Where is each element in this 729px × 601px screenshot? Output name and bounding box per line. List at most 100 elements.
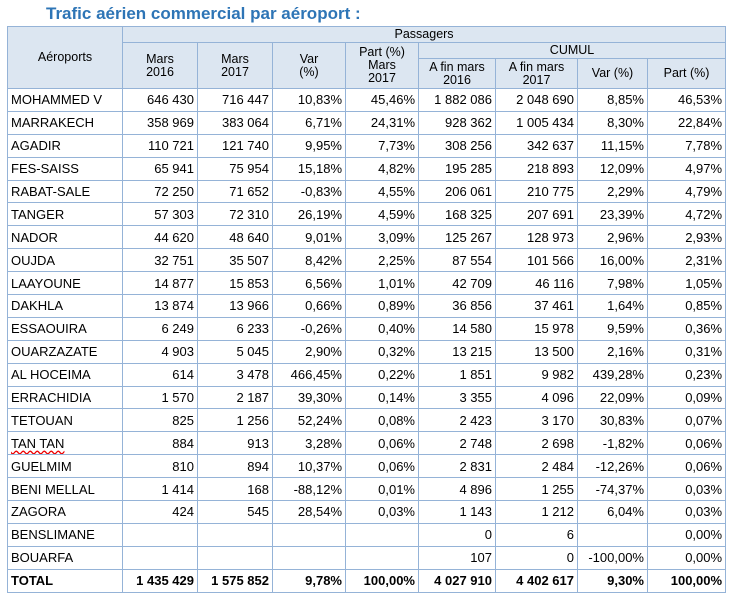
table-cell: 8,85% [577,88,648,112]
table-row: GUELMIM 810 894 10,37% 0,06% 2 831 2 484 -12,26… [7,454,727,479]
table-cell: 14 877 [122,271,198,296]
table-row: RABAT-SALE 72 250 71 652 -0,83% 4,55% 206 061… [7,179,727,204]
table-cell: 3,09% [345,225,419,250]
airport-name: FES-SAISS [7,156,123,181]
table-cell: 466,45% [272,362,346,387]
table-cell: -100,00% [577,545,648,570]
table-cell: 72 250 [122,179,198,204]
table-cell [122,545,198,570]
table-cell: 46 116 [495,271,578,296]
table-cell: 71 652 [197,179,273,204]
table-cell: 16,00% [577,248,648,273]
table-cell: 716 447 [197,88,273,112]
airport-name: BENI MELLAL [7,477,123,502]
table-cell: 2,93% [646,225,727,250]
table-cell: 0,85% [646,294,727,318]
table-cell: 36 856 [418,294,496,318]
table-cell: 4 402 617 [495,568,578,593]
table-cell: 2 048 690 [495,88,578,112]
table-cell: 210 775 [495,179,578,204]
table-cell: 439,28% [577,362,648,387]
table-cell: 2 698 [495,431,578,456]
table-cell: 37 461 [495,294,578,318]
table-cell: 168 [197,477,273,502]
table-cell: 52,24% [272,408,346,433]
airport-name: TANGER [7,202,123,227]
table-cell: 9,01% [272,225,346,250]
airport-name: BENSLIMANE [7,522,123,547]
table-cell: 1 143 [418,500,496,524]
table-cell: 1 212 [495,500,578,524]
table-cell: 0,32% [345,339,419,364]
table-cell: 42 709 [418,271,496,296]
table-row: AL HOCEIMA 614 3 478 466,45% 0,22% 1 851 9 982… [7,362,727,387]
table-cell: 7,78% [646,133,727,158]
table-cell [345,545,419,570]
table-cell: 100,00% [646,568,727,593]
table-cell: 0,06% [646,454,727,479]
traffic-table: Aéroports Passagers Mars 2016 Mars 2017 … [7,26,727,593]
table-cell: 0,66% [272,294,346,318]
airport-name: AL HOCEIMA [7,362,123,387]
table-cell: 22,84% [646,110,727,135]
table-cell: 0,01% [345,477,419,502]
table-cell: 1 435 429 [122,568,198,593]
table-cell: 30,83% [577,408,648,433]
table-cell [122,522,198,547]
airport-name: BOUARFA [7,545,123,570]
table-row: BENI MELLAL 1 414 168 -88,12% 0,01% 4 896 1 25… [7,477,727,502]
table-cell: 6,71% [272,110,346,135]
table-cell: 1 414 [122,477,198,502]
header-cell: Aéroports [7,26,123,89]
table-cell: 7,98% [577,271,648,296]
airport-name: TAN TAN [7,431,123,456]
table-cell: 13 966 [197,294,273,318]
table-cell: 3 355 [418,385,496,410]
table-cell: 72 310 [197,202,273,227]
table-body: MOHAMMED V 646 430 716 447 10,83% 45,46% 1 88… [7,88,727,593]
table-cell: 2,29% [577,179,648,204]
header-cell: Part (%) [646,58,727,89]
table-cell: 75 954 [197,156,273,181]
table-row: TOTAL 1 435 429 1 575 852 9,78% 100,00% 4 027… [7,568,727,593]
table-cell: 342 637 [495,133,578,158]
table-cell: 22,09% [577,385,648,410]
table-cell: 7,73% [345,133,419,158]
table-cell [345,522,419,547]
header-row: Mars 2016 Mars 2017 Var (%) Part (%) Mar… [8,42,727,89]
table-cell: 0 [418,522,496,547]
table-cell: 2 187 [197,385,273,410]
table-cell: 894 [197,454,273,479]
table-cell: -74,37% [577,477,648,502]
table-cell: 5 045 [197,339,273,364]
table-cell: 4,55% [345,179,419,204]
table-cell: 0,06% [345,431,419,456]
table-cell: 13 215 [418,339,496,364]
table-cell: 6 249 [122,316,198,341]
table-row: MOHAMMED V 646 430 716 447 10,83% 45,46% 1 88… [7,88,727,112]
table-cell: 1 575 852 [197,568,273,593]
table-cell: 1,64% [577,294,648,318]
table-cell: 2 423 [418,408,496,433]
table-cell [577,522,648,547]
table-cell: 128 973 [495,225,578,250]
table-cell: 218 893 [495,156,578,181]
table-cell: 0,06% [345,454,419,479]
table-cell: 0,03% [646,500,727,524]
table-cell: 614 [122,362,198,387]
table-cell: 39,30% [272,385,346,410]
table-cell: 0,06% [646,431,727,456]
table-cell: 0,14% [345,385,419,410]
table-cell: 1 256 [197,408,273,433]
table-row: NADOR 44 620 48 640 9,01% 3,09% 125 267 128 97… [7,225,727,250]
table-cell: 10,83% [272,88,346,112]
table-cell: 26,19% [272,202,346,227]
airport-name: LAAYOUNE [7,271,123,296]
table-cell: 358 969 [122,110,198,135]
table-cell: 207 691 [495,202,578,227]
header-row: A fin mars 2016 A fin mars 2017 Var (%) … [8,58,727,89]
airport-name: MOHAMMED V [7,88,123,112]
header-cell: Mars 2016 [122,42,198,89]
table-row: TETOUAN 825 1 256 52,24% 0,08% 2 423 3 170 30,8… [7,408,727,433]
